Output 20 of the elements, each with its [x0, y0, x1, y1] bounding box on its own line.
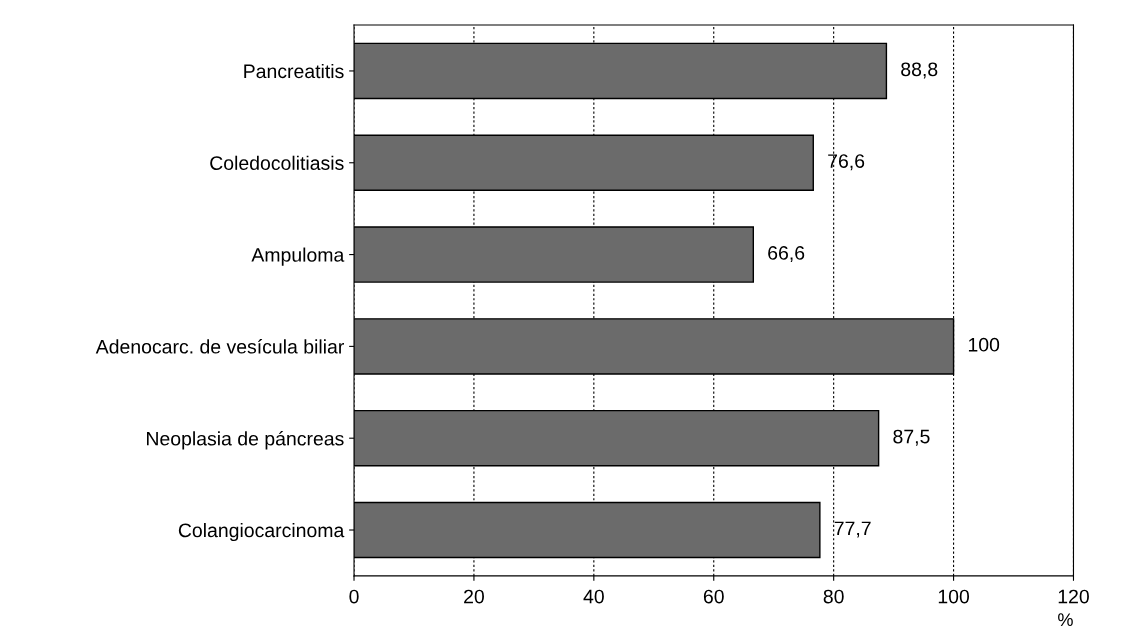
x-tick-label: 40 [583, 589, 604, 604]
y-tick-label: Ampuloma [251, 247, 345, 266]
x-tick-label: 80 [823, 589, 844, 604]
data-label: 76,6 [828, 154, 865, 171]
y-tick-label: Colangiocarcinoma [178, 522, 345, 542]
data-label: 88,8 [901, 62, 938, 79]
data-label: 66,6 [768, 246, 805, 263]
x-axis-title: % [1058, 613, 1073, 626]
x-tick-label: 20 [464, 589, 484, 604]
data-label: 100 [968, 337, 1000, 352]
data-label: 87,5 [893, 429, 930, 446]
x-tick-label: 120 [1058, 589, 1089, 604]
y-tick-label: Pancreatitis [244, 63, 344, 79]
y-tick-label: Coledocolitiasis [210, 155, 344, 170]
x-tick-label: 100 [938, 589, 970, 604]
data-label: 77,7 [834, 521, 871, 538]
x-tick-label: 60 [703, 589, 724, 604]
y-tick-label: Adenocarc. de vesícula biliar [95, 339, 344, 354]
y-tick-label: Neoplasia de páncreas [147, 431, 344, 450]
x-tick-label: 0 [349, 589, 359, 604]
